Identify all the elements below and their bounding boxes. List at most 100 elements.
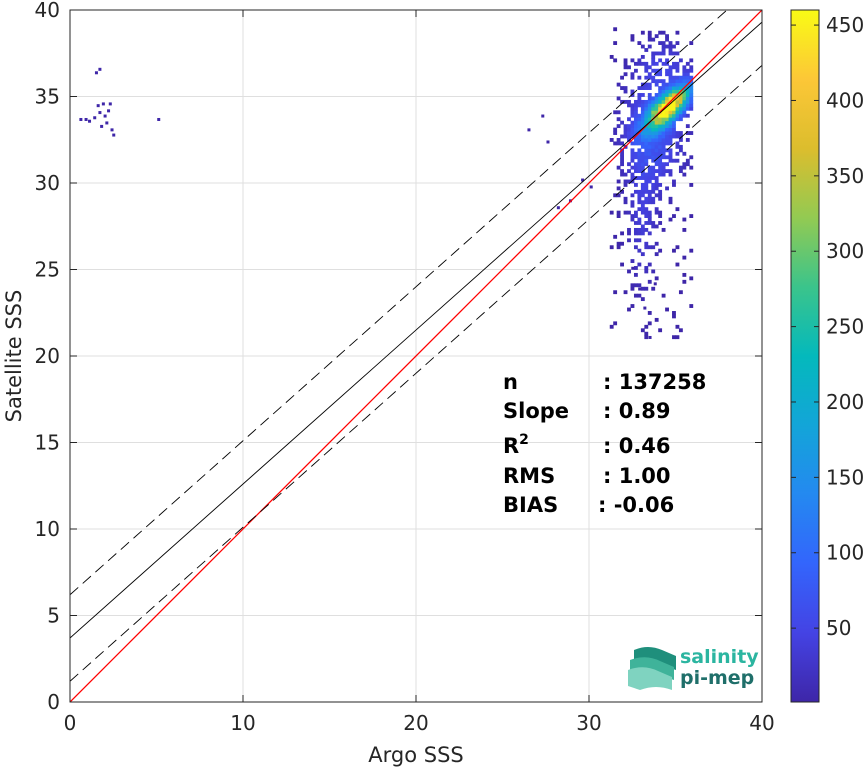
density-cell-646 bbox=[682, 165, 687, 170]
density-cell-534 bbox=[668, 127, 673, 132]
density-cell-412 bbox=[654, 34, 659, 39]
density-cell-193 bbox=[640, 328, 645, 333]
density-cell-368 bbox=[651, 58, 656, 63]
density-cell-77 bbox=[627, 134, 631, 139]
density-cell-283 bbox=[644, 48, 649, 52]
density-cell-372 bbox=[654, 317, 659, 322]
density-cell-90 bbox=[630, 214, 635, 218]
outlier-point-28 bbox=[631, 266, 635, 270]
density-cell-407 bbox=[654, 79, 659, 84]
density-cell-609 bbox=[675, 79, 680, 84]
density-cell-317 bbox=[647, 106, 652, 111]
density-cell-505 bbox=[665, 110, 669, 115]
density-cell-265 bbox=[644, 138, 649, 142]
density-cell-394 bbox=[654, 131, 659, 135]
density-cell-593 bbox=[675, 151, 680, 156]
density-cell-122 bbox=[633, 266, 638, 270]
density-cell-305 bbox=[647, 148, 652, 153]
y-tick-label-4: 20 bbox=[35, 344, 60, 368]
density-cell-430 bbox=[658, 144, 663, 149]
density-cell-14 bbox=[613, 41, 618, 45]
outlier-point-16 bbox=[157, 117, 161, 121]
reference-lines bbox=[70, 10, 762, 702]
outlier-point-19 bbox=[546, 140, 550, 144]
density-cell-290 bbox=[647, 221, 652, 225]
density-cell-270 bbox=[644, 120, 649, 125]
density-cell-386 bbox=[654, 158, 659, 163]
density-cell-383 bbox=[654, 176, 659, 180]
density-cell-419 bbox=[658, 193, 663, 198]
density-cell-85 bbox=[630, 304, 635, 308]
density-cell-509 bbox=[665, 96, 669, 101]
density-cell-632 bbox=[678, 96, 683, 101]
density-cell-494 bbox=[665, 155, 669, 160]
density-cell-334 bbox=[651, 224, 656, 229]
density-cell-219 bbox=[640, 134, 645, 139]
density-cell-360 bbox=[651, 106, 656, 111]
density-cell-358 bbox=[651, 113, 656, 118]
logo-line2: pi-mep bbox=[680, 667, 754, 689]
density-cell-145 bbox=[633, 117, 638, 122]
density-cell-434 bbox=[658, 131, 663, 135]
density-cell-26 bbox=[616, 124, 621, 129]
density-cell-353 bbox=[651, 131, 656, 135]
density-cell-501 bbox=[665, 124, 669, 129]
density-cell-333 bbox=[651, 245, 656, 250]
density-cell-596 bbox=[675, 134, 680, 139]
density-cell-110 bbox=[630, 106, 635, 111]
density-cell-115 bbox=[630, 72, 635, 77]
density-cell-84 bbox=[627, 65, 631, 70]
density-cell-616 bbox=[675, 30, 680, 35]
density-cell-374 bbox=[654, 252, 659, 257]
y-tick-label-5: 25 bbox=[35, 258, 60, 282]
density-cell-396 bbox=[654, 124, 659, 129]
outlier-point-18 bbox=[541, 114, 545, 118]
density-cell-686 bbox=[689, 214, 694, 218]
density-cell-672 bbox=[685, 99, 690, 104]
density-cell-484 bbox=[661, 61, 666, 66]
density-cell-112 bbox=[630, 93, 635, 97]
density-cell-52 bbox=[623, 183, 628, 187]
density-cell-31 bbox=[620, 262, 624, 267]
density-cell-166 bbox=[637, 189, 642, 194]
density-cell-436 bbox=[658, 124, 663, 129]
density-cell-176 bbox=[637, 138, 642, 142]
density-cell-483 bbox=[661, 79, 666, 84]
density-cell-680 bbox=[685, 72, 690, 77]
density-cell-613 bbox=[675, 61, 680, 66]
density-cell-306 bbox=[647, 144, 652, 149]
outlier-point-11 bbox=[108, 102, 112, 106]
stat-superscript: 2 bbox=[519, 432, 529, 448]
density-cell-391 bbox=[654, 141, 659, 146]
outlier-point-8 bbox=[103, 114, 107, 118]
density-cell-323 bbox=[647, 82, 652, 87]
density-cell-529 bbox=[668, 148, 673, 153]
stat-value-1: : 0.89 bbox=[603, 399, 671, 423]
density-cell-445 bbox=[658, 93, 663, 97]
density-cell-143 bbox=[633, 124, 638, 129]
density-cell-94 bbox=[630, 179, 635, 184]
density-cell-203 bbox=[640, 200, 645, 205]
density-cell-263 bbox=[644, 144, 649, 149]
density-cell-40 bbox=[620, 151, 624, 156]
density-cell-519 bbox=[665, 37, 669, 42]
density-cell-572 bbox=[672, 110, 676, 115]
density-cell-223 bbox=[640, 120, 645, 125]
density-cell-36 bbox=[620, 169, 624, 174]
density-cell-490 bbox=[665, 307, 669, 312]
density-cell-476 bbox=[661, 103, 666, 108]
density-cell-245 bbox=[644, 227, 649, 232]
density-cell-91 bbox=[630, 203, 635, 208]
density-cell-137 bbox=[633, 151, 638, 156]
density-cell-209 bbox=[640, 172, 645, 177]
density-cell-378 bbox=[654, 207, 659, 212]
density-cell-10 bbox=[613, 131, 618, 135]
density-cell-527 bbox=[668, 155, 673, 160]
density-cell-491 bbox=[665, 186, 669, 191]
density-cell-301 bbox=[647, 169, 652, 174]
density-cell-431 bbox=[658, 141, 663, 146]
density-cell-71 bbox=[627, 227, 631, 232]
density-cell-247 bbox=[644, 214, 649, 218]
outlier-point-7 bbox=[101, 102, 105, 106]
density-cell-124 bbox=[633, 238, 638, 243]
